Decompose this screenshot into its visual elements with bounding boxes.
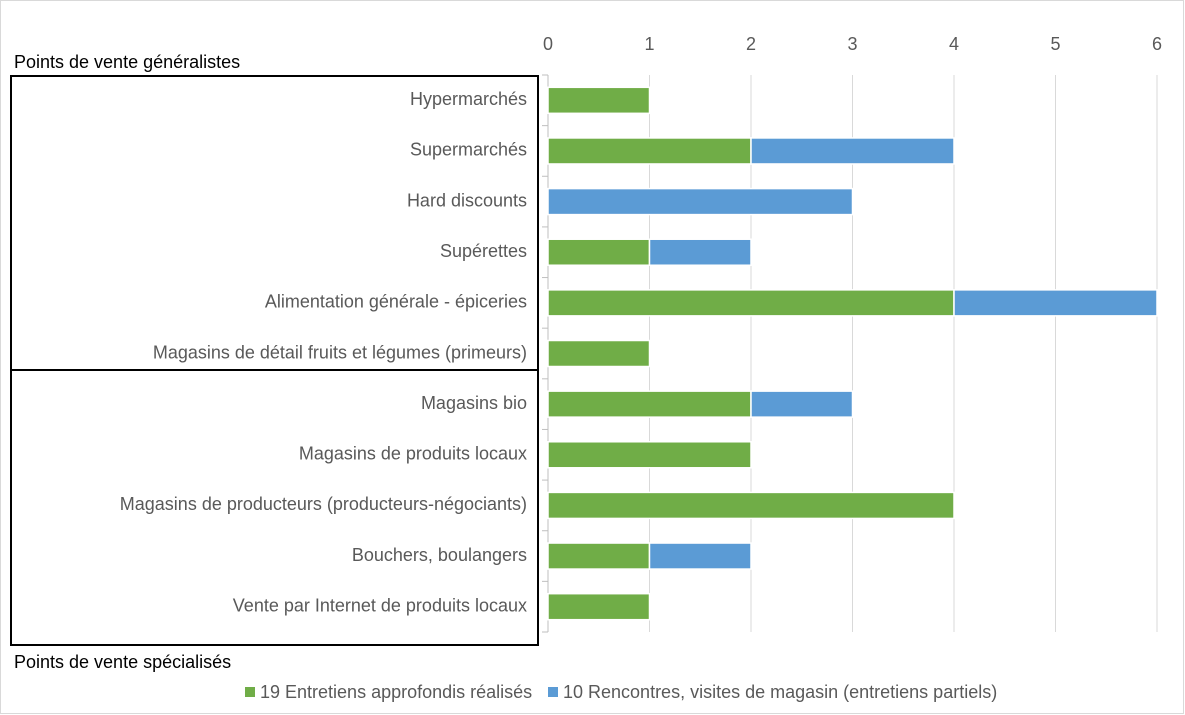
bar-segment bbox=[547, 187, 854, 216]
bar-segment bbox=[547, 339, 651, 368]
y-tick-label: Supermarchés bbox=[410, 140, 527, 160]
bar-segment bbox=[547, 86, 651, 115]
y-tick-label: Supérettes bbox=[440, 241, 527, 261]
x-tick-label: 4 bbox=[949, 34, 959, 54]
bar-segment bbox=[547, 137, 752, 165]
bar-segment bbox=[750, 390, 854, 418]
annotation: Points de vente généralistes bbox=[14, 52, 240, 72]
bar-segment bbox=[547, 441, 752, 469]
bar-segment bbox=[750, 137, 955, 165]
y-tick-label: Bouchers, boulangers bbox=[352, 545, 527, 565]
legend-swatch bbox=[245, 687, 255, 697]
annotation: Points de vente spécialisés bbox=[14, 652, 231, 672]
bar-segment bbox=[953, 289, 1158, 317]
bar-segment bbox=[648, 238, 752, 266]
legend-label: 10 Rencontres, visites de magasin (entre… bbox=[563, 682, 997, 702]
bar-segment bbox=[547, 491, 955, 520]
y-tick-label: Hard discounts bbox=[407, 190, 527, 210]
legend-swatch bbox=[548, 687, 558, 697]
x-tick-label: 2 bbox=[746, 34, 756, 54]
y-tick-label: Magasins bio bbox=[421, 393, 527, 413]
bar-segment bbox=[547, 238, 651, 266]
y-tick-label: Magasins de produits locaux bbox=[299, 444, 527, 464]
bar-segment bbox=[547, 542, 651, 570]
y-tick-label: Magasins de détail fruits et légumes (pr… bbox=[153, 342, 527, 362]
x-tick-label: 1 bbox=[644, 34, 654, 54]
bar-segment bbox=[547, 289, 955, 317]
bar-segment bbox=[648, 542, 752, 570]
legend-label: 19 Entretiens approfondis réalisés bbox=[260, 682, 532, 702]
y-tick-label: Magasins de producteurs (producteurs-nég… bbox=[120, 494, 527, 514]
y-tick-label: Hypermarchés bbox=[410, 89, 527, 109]
group-box bbox=[10, 75, 539, 371]
y-tick-label: Alimentation générale - épiceries bbox=[265, 292, 527, 312]
bar-segment bbox=[547, 390, 752, 418]
y-tick-label: Vente par Internet de produits locaux bbox=[233, 595, 527, 615]
bar-segment bbox=[547, 592, 651, 621]
x-tick-label: 6 bbox=[1152, 34, 1162, 54]
x-tick-label: 3 bbox=[847, 34, 857, 54]
group-box bbox=[10, 369, 539, 646]
x-tick-label: 5 bbox=[1050, 34, 1060, 54]
x-tick-label: 0 bbox=[543, 34, 553, 54]
